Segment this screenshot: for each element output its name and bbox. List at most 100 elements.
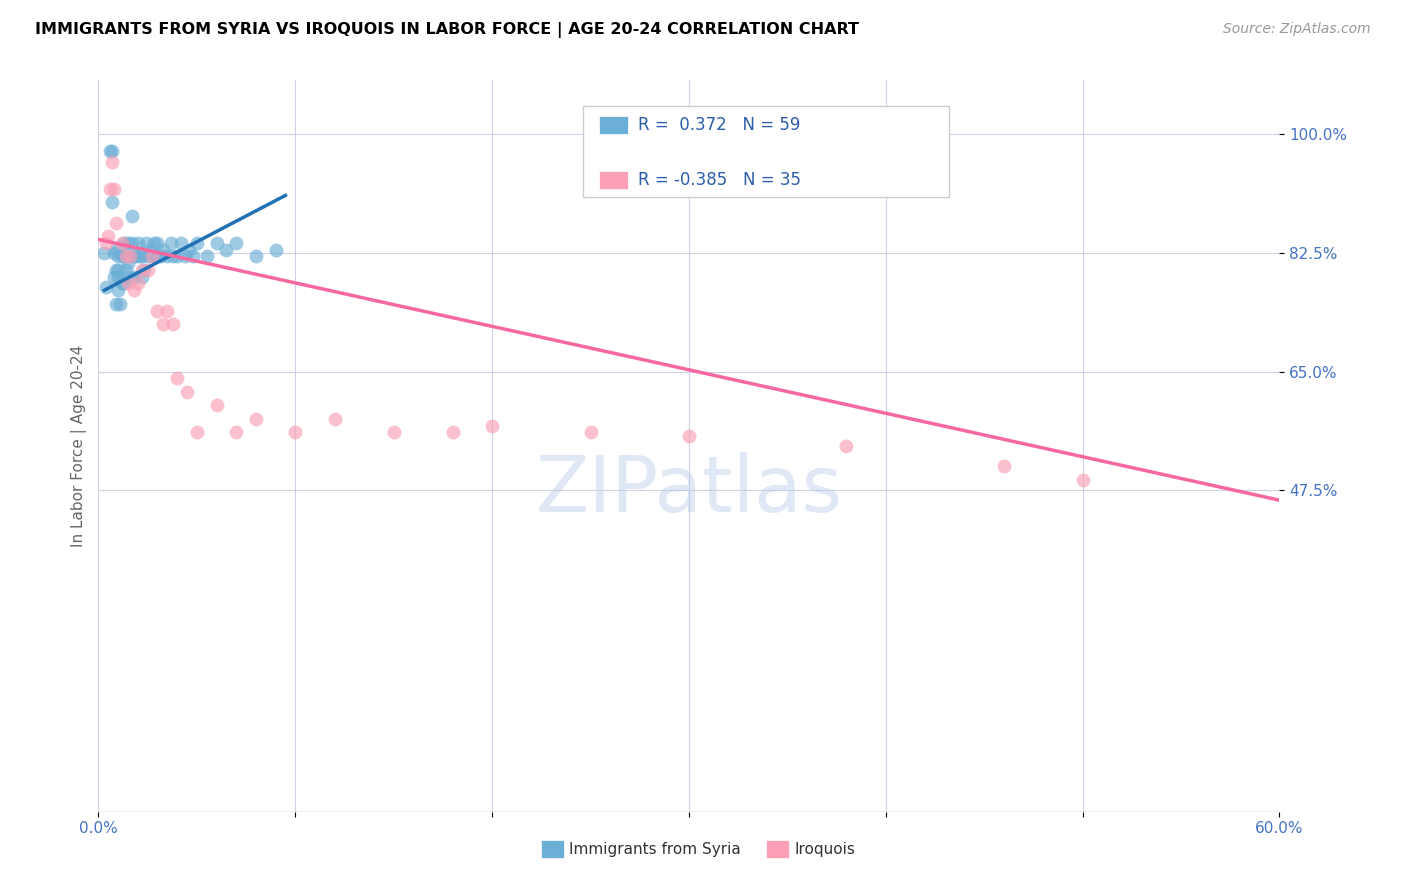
Point <box>118 249 141 263</box>
Point <box>1071 473 1094 487</box>
Point <box>98 145 121 159</box>
Point <box>181 249 204 263</box>
Text: Iroquois: Iroquois <box>794 842 855 856</box>
Point <box>176 384 198 399</box>
Point <box>264 243 287 257</box>
Point <box>103 181 125 195</box>
Point <box>162 317 184 331</box>
Point <box>156 249 179 263</box>
Point <box>245 249 267 263</box>
Point <box>112 235 135 250</box>
Point <box>105 243 128 257</box>
Point <box>112 249 135 263</box>
Point <box>136 249 159 263</box>
Point <box>205 398 228 412</box>
Point <box>118 249 141 263</box>
Point <box>441 425 464 440</box>
Point <box>105 263 128 277</box>
Point <box>101 195 124 210</box>
Point <box>101 154 124 169</box>
Point <box>108 297 131 311</box>
Point <box>111 277 134 291</box>
FancyBboxPatch shape <box>599 116 627 134</box>
Point <box>245 412 267 426</box>
Point <box>98 181 121 195</box>
Point <box>195 249 218 263</box>
Text: ZIPatlas: ZIPatlas <box>536 452 842 528</box>
Point <box>105 215 128 229</box>
Text: Source: ZipAtlas.com: Source: ZipAtlas.com <box>1223 22 1371 37</box>
Point <box>117 277 139 291</box>
Point <box>122 283 145 297</box>
Point <box>115 263 138 277</box>
Point <box>121 235 143 250</box>
Point <box>112 277 135 291</box>
Point <box>993 459 1015 474</box>
Point <box>117 256 139 270</box>
Point <box>141 249 163 263</box>
Point <box>115 249 138 263</box>
Point <box>177 243 200 257</box>
Point <box>122 249 145 263</box>
Point <box>579 425 602 440</box>
Point <box>101 145 124 159</box>
Text: IMMIGRANTS FROM SYRIA VS IROQUOIS IN LABOR FORCE | AGE 20-24 CORRELATION CHART: IMMIGRANTS FROM SYRIA VS IROQUOIS IN LAB… <box>35 22 859 38</box>
Point <box>186 425 208 440</box>
Point <box>135 235 157 250</box>
Point <box>141 249 163 263</box>
Point <box>146 303 169 318</box>
Point <box>323 412 346 426</box>
Point <box>138 243 160 257</box>
Point <box>146 235 169 250</box>
Point <box>103 269 125 284</box>
Point <box>160 235 183 250</box>
Text: R =  0.372   N = 59: R = 0.372 N = 59 <box>638 116 800 134</box>
Point <box>117 235 139 250</box>
Point <box>481 418 503 433</box>
Text: Immigrants from Syria: Immigrants from Syria <box>569 842 741 856</box>
FancyBboxPatch shape <box>599 171 627 188</box>
Point <box>107 283 129 297</box>
Point <box>107 269 129 284</box>
Point <box>131 249 153 263</box>
Point <box>225 425 247 440</box>
Y-axis label: In Labor Force | Age 20-24: In Labor Force | Age 20-24 <box>72 345 87 547</box>
Point <box>125 249 148 263</box>
Point <box>152 317 174 331</box>
Point <box>142 235 165 250</box>
Point <box>103 246 125 260</box>
Point <box>107 249 129 263</box>
Point <box>835 439 858 453</box>
Point <box>128 249 150 263</box>
Point <box>111 235 134 250</box>
Point <box>284 425 307 440</box>
Point <box>215 243 238 257</box>
Point <box>382 425 405 440</box>
Point <box>96 280 118 294</box>
Point <box>127 277 149 291</box>
Point <box>105 297 128 311</box>
Point <box>152 243 174 257</box>
Text: R = -0.385   N = 35: R = -0.385 N = 35 <box>638 170 801 189</box>
Point <box>117 269 139 284</box>
Point <box>132 263 155 277</box>
Point <box>225 235 247 250</box>
Point <box>166 371 188 385</box>
Point <box>97 229 120 244</box>
Point <box>122 269 145 284</box>
Point <box>131 263 153 277</box>
Point <box>186 235 208 250</box>
Point <box>150 249 173 263</box>
Point <box>93 246 115 260</box>
Point <box>131 269 153 284</box>
Point <box>127 235 149 250</box>
Point <box>111 249 134 263</box>
Point <box>136 263 159 277</box>
Point <box>174 249 197 263</box>
Point <box>170 235 193 250</box>
Point <box>205 235 228 250</box>
FancyBboxPatch shape <box>582 106 949 197</box>
Point <box>107 263 129 277</box>
Point <box>678 429 700 443</box>
Point <box>166 249 188 263</box>
